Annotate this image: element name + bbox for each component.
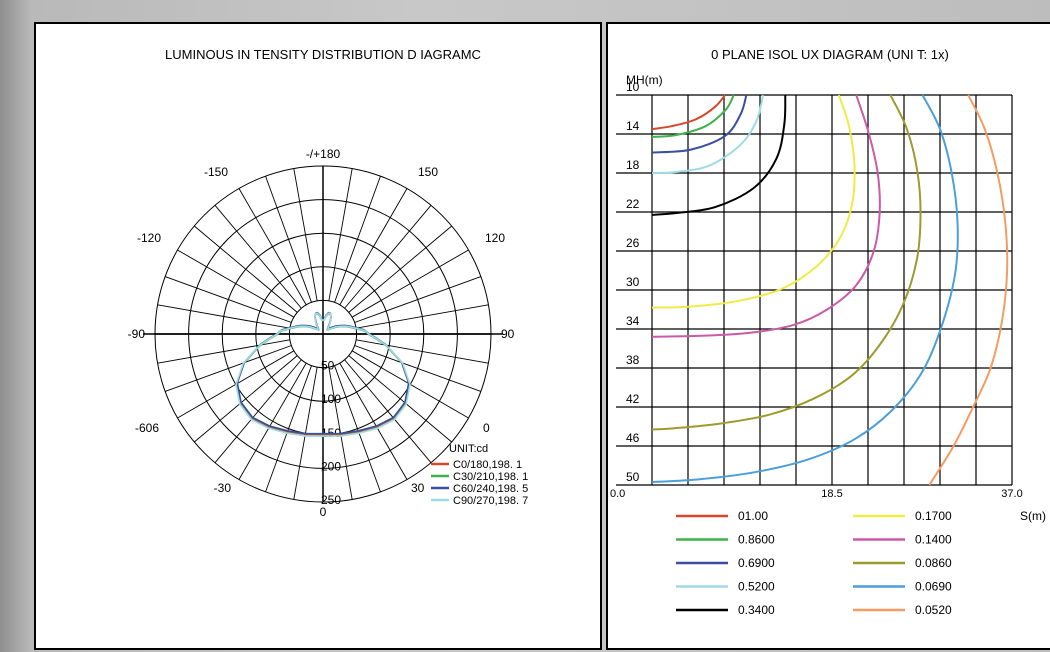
isolux-legend-label-3: 0.5200	[738, 580, 775, 594]
polar-spoke-10	[328, 168, 353, 301]
angle-label-left-upper: -120	[137, 231, 161, 245]
polar-spoke-330	[238, 188, 307, 306]
polar-curve-c90	[235, 312, 411, 437]
angle-label-bottom-right: 30	[411, 481, 425, 495]
polar-spoke-70	[354, 276, 482, 323]
polar-spoke-290	[164, 276, 292, 323]
polar-spoke-340	[265, 175, 312, 303]
polar-spoke-160	[334, 365, 381, 493]
polar-spoke-230	[194, 355, 298, 443]
radial-label-250: 250	[321, 493, 341, 507]
radial-label-200: 200	[321, 459, 341, 473]
polar-chart: LUMINOUS IN TENSITY DISTRIBUTION D IAGRA…	[128, 47, 529, 519]
polar-spoke-320	[214, 205, 302, 309]
isolux-ytick-42: 42	[626, 392, 640, 406]
isolux-legend-label-0: 01.00	[738, 509, 768, 523]
polar-spoke-310	[194, 225, 298, 313]
angle-label-top: -/+180	[306, 147, 341, 161]
polar-spoke-40	[344, 205, 432, 309]
angle-label-bottom: 0	[320, 505, 327, 519]
isolux-ytick-18: 18	[626, 158, 640, 172]
isolux-title: 0 PLANE ISOL UX DIAGRAM (UNI T: 1x)	[711, 47, 949, 62]
angle-label-lower-left-outer: -606	[135, 421, 159, 435]
isolux-curve-0	[651, 94, 726, 131]
isolux-grid	[616, 94, 1013, 486]
isolux-ylabel: MH(m)	[626, 73, 663, 87]
isolux-curve-1	[651, 94, 735, 138]
isolux-ytick-26: 26	[626, 236, 640, 250]
angle-label-left: -90	[128, 327, 146, 341]
isolux-legend-label-2: 0.6900	[738, 556, 775, 570]
polar-spoke-250	[164, 345, 292, 392]
unit-label: UNIT:cd	[449, 443, 488, 455]
isolux-curve-6	[651, 94, 881, 338]
isolux-legend-label-7: 0.0860	[915, 556, 952, 570]
polar-spoke-100	[356, 339, 489, 364]
polar-legend-label-1: C30/210,198. 1	[453, 471, 528, 483]
angle-label-right: 90	[501, 327, 515, 341]
isolux-ytick-10: 10	[626, 80, 640, 94]
isolux-legend-label-9: 0.0520	[915, 603, 952, 617]
isolux-xtick-1: 18.5	[821, 488, 842, 500]
isolux-chart: 0 PLANE ISOL UX DIAGRAM (UNI T: 1x) MH(m)…	[610, 47, 1046, 617]
isolux-curve-8	[651, 94, 959, 484]
polar-spoke-50	[348, 225, 452, 313]
isolux-xtick-0: 0.0	[610, 488, 625, 500]
isolux-legend-label-4: 0.3400	[738, 603, 775, 617]
polar-spoke-80	[356, 304, 489, 329]
isolux-ytick-50: 50	[626, 470, 640, 484]
isolux-ytick-34: 34	[626, 314, 640, 328]
isolux-ytick-22: 22	[626, 197, 640, 211]
polar-spoke-60	[351, 249, 469, 318]
isolux-xtick-2: 37.0	[1001, 488, 1022, 500]
polar-spoke-20	[334, 175, 381, 303]
polar-legend-label-2: C60/240,198. 5	[453, 483, 528, 495]
polar-spoke-260	[157, 339, 290, 364]
isolux-curve-3	[651, 94, 764, 174]
isolux-xlabel: S(m)	[1020, 509, 1046, 523]
isolux-curve-9	[928, 94, 1009, 486]
isolux-legend-label-5: 0.1700	[915, 509, 952, 523]
polar-spoke-300	[177, 249, 295, 318]
isolux-legend-label-6: 0.1400	[915, 533, 952, 547]
polar-spoke-110	[354, 345, 482, 392]
polar-title: LUMINOUS IN TENSITY DISTRIBUTION D IAGRA…	[165, 47, 481, 62]
polar-spoke-280	[157, 304, 290, 329]
polar-curves	[235, 311, 411, 437]
angle-label-bottom-left: -30	[214, 481, 232, 495]
polar-spoke-150	[339, 362, 408, 480]
polar-legend-label-3: C90/270,198. 7	[453, 495, 528, 507]
isolux-legend-label-8: 0.0690	[915, 580, 952, 594]
polar-spoke-200	[265, 365, 312, 493]
polar-spoke-140	[344, 359, 432, 463]
polar-spoke-30	[339, 188, 408, 306]
isolux-ytick-30: 30	[626, 275, 640, 289]
angle-label-lower-right-outer: 0	[483, 421, 490, 435]
angle-label-upper-left: -150	[204, 165, 228, 179]
radial-label-50: 50	[321, 359, 335, 373]
isolux-legend-label-1: 0.8600	[738, 533, 775, 547]
angle-label-right-upper: 120	[485, 231, 505, 245]
polar-spoke-220	[214, 359, 302, 463]
polar-spoke-210	[238, 362, 307, 480]
isolux-ytick-38: 38	[626, 353, 640, 367]
isolux-ytick-46: 46	[626, 431, 640, 445]
isolux-curve-2	[651, 94, 748, 154]
isolux-curve-5	[651, 94, 856, 309]
isolux-ytick-14: 14	[626, 119, 640, 133]
isolux-panel: 0 PLANE ISOL UX DIAGRAM (UNI T: 1x) MH(m)…	[606, 22, 1050, 650]
polar-grid	[154, 165, 492, 503]
polar-legend-label-0: C0/180,198. 1	[453, 459, 522, 471]
isolux-curves	[651, 94, 1009, 486]
luminous-intensity-panel: LUMINOUS IN TENSITY DISTRIBUTION D IAGRA…	[34, 22, 602, 650]
polar-spoke-350	[293, 168, 318, 301]
radial-label-100: 100	[321, 392, 341, 406]
isolux-curve-7	[651, 94, 922, 431]
isolux-curve-4	[651, 94, 787, 216]
angle-label-upper-right: 150	[418, 165, 438, 179]
polar-spoke-130	[348, 355, 452, 443]
